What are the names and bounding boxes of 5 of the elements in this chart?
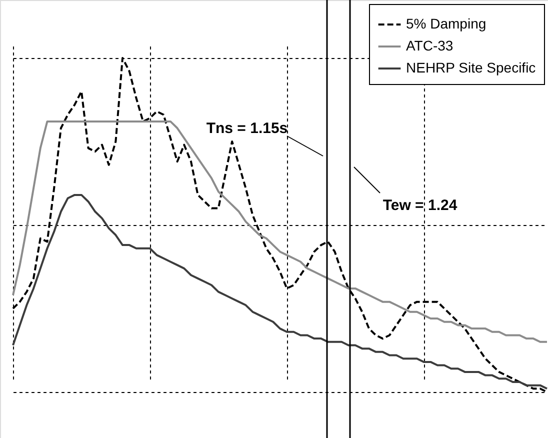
annotation: Tew = 1.24 (382, 197, 458, 214)
legend-label: 5% Damping (406, 16, 486, 32)
legend-label: NEHRP Site Specific (406, 60, 536, 76)
annotation: Tns = 1.15s (206, 120, 288, 137)
legend-label: ATC-33 (406, 38, 454, 54)
